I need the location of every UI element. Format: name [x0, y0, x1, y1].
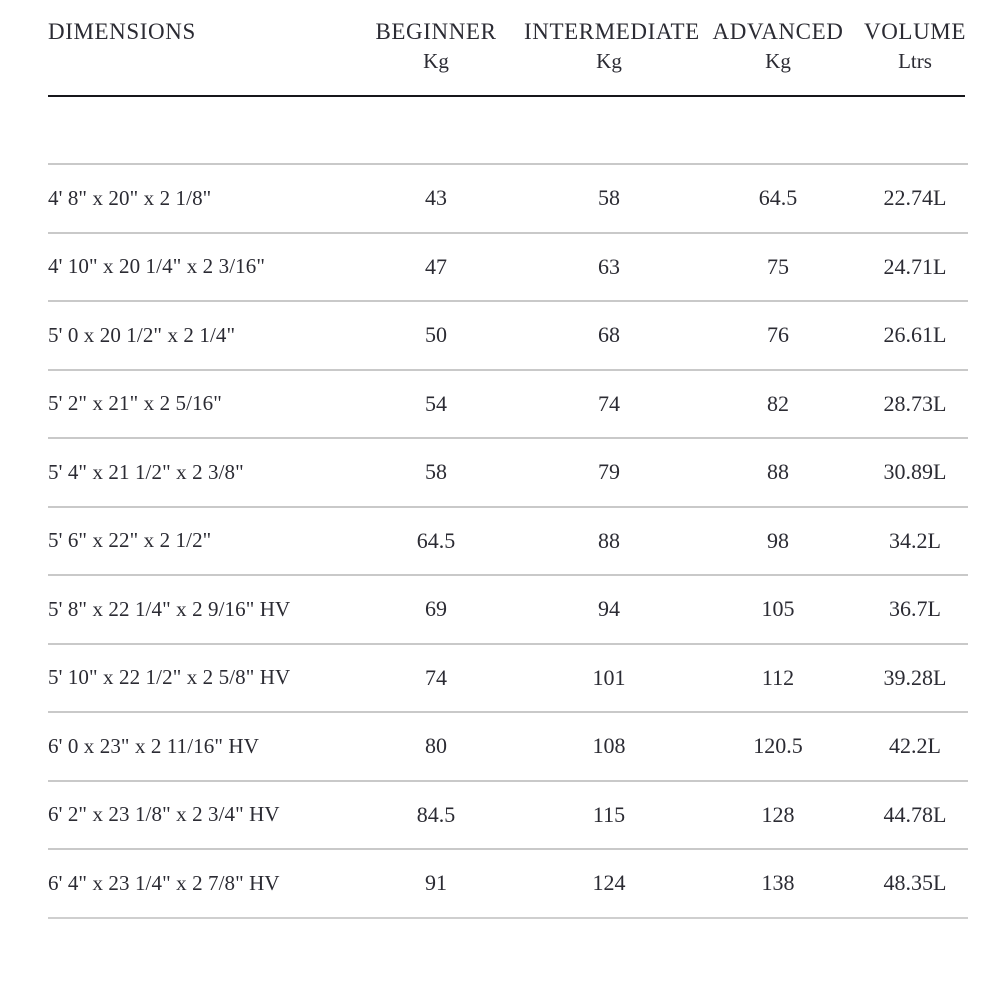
cell-beginner: 69	[425, 596, 447, 622]
cell-volume: 24.71L	[883, 253, 947, 279]
cell-dimensions: 5' 6" x 22" x 2 1/2"	[48, 528, 212, 553]
table-row: 6' 4" x 23 1/4" x 2 7/8" HV 91 124 138 48.35…	[48, 850, 968, 917]
cell-intermediate: 79	[598, 459, 620, 485]
cell-intermediate: 63	[598, 253, 620, 279]
cell-advanced: 112	[761, 664, 795, 690]
table-header: DIMENSIONS BEGINNER Kg INTERMEDIATE Kg A…	[48, 18, 968, 88]
column-header-volume-unit: Ltrs	[898, 49, 932, 73]
cell-intermediate: 108	[592, 733, 626, 759]
column-header-beginner-label: BEGINNER	[375, 19, 497, 44]
cell-beginner: 47	[425, 253, 447, 279]
column-header-advanced-label: ADVANCED	[712, 19, 844, 44]
row-divider	[48, 437, 968, 439]
cell-advanced: 98	[767, 527, 789, 553]
table-row: 4' 8" x 20" x 2 1/8" 43 58 64.5 22.74L	[48, 165, 968, 232]
cell-beginner: 54	[425, 390, 447, 416]
row-divider	[48, 848, 968, 850]
cell-dimensions: 5' 10" x 22 1/2" x 2 5/8" HV	[48, 665, 291, 690]
cell-advanced: 75	[767, 253, 789, 279]
cell-intermediate: 68	[598, 322, 620, 348]
column-header-dimensions-label: DIMENSIONS	[48, 19, 196, 44]
column-header-dimensions: DIMENSIONS	[48, 18, 348, 46]
row-divider	[48, 505, 968, 508]
cell-beginner: 43	[425, 185, 447, 211]
column-header-advanced-unit: Kg	[765, 49, 791, 73]
cell-beginner: 84.5	[416, 801, 456, 827]
cell-intermediate: 58	[598, 185, 620, 211]
column-header-advanced: ADVANCED Kg	[694, 18, 862, 76]
cell-intermediate: 74	[598, 390, 620, 416]
cell-intermediate: 94	[598, 596, 620, 622]
row-divider	[48, 368, 968, 371]
cell-beginner: 91	[425, 870, 447, 896]
cell-volume: 28.73L	[883, 390, 947, 416]
table-row: 5' 4" x 21 1/2" x 2 3/8" 58 79 88 30.89L	[48, 439, 968, 506]
cell-advanced: 105	[761, 596, 795, 622]
cell-dimensions: 5' 4" x 21 1/2" x 2 3/8"	[48, 459, 244, 484]
table-body: 4' 8" x 20" x 2 1/8" 43 58 64.5 22.74L 4' 10"…	[48, 163, 968, 937]
cell-advanced: 120.5	[753, 733, 803, 759]
column-header-beginner: BEGINNER Kg	[348, 18, 524, 76]
column-header-intermediate-unit: Kg	[596, 49, 622, 73]
cell-volume: 42.2L	[889, 733, 941, 759]
row-divider	[48, 574, 968, 576]
cell-dimensions: 5' 2" x 21" x 2 5/16"	[48, 391, 222, 416]
cell-volume: 30.89L	[883, 459, 947, 485]
clipped-row-fragment	[48, 919, 968, 937]
cell-advanced: 82	[767, 390, 789, 416]
cell-volume: 48.35L	[883, 870, 947, 896]
cell-intermediate: 124	[592, 870, 626, 896]
cell-dimensions: 4' 8" x 20" x 2 1/8"	[48, 185, 212, 210]
cell-intermediate: 88	[598, 527, 620, 553]
row-divider	[48, 779, 968, 782]
row-divider	[48, 300, 968, 302]
table-bottom-divider	[48, 916, 968, 919]
table-row: 6' 0 x 23" x 2 11/16" HV 80 108 120.5 42.2L	[48, 713, 968, 780]
header-rule	[48, 95, 965, 97]
column-header-intermediate: INTERMEDIATE Kg	[524, 18, 700, 76]
table-row: 5' 8" x 22 1/4" x 2 9/16" HV 69 94 105 36.7L	[48, 576, 968, 643]
row-divider	[48, 231, 968, 234]
cell-advanced: 88	[767, 459, 789, 485]
table-row: 5' 10" x 22 1/2" x 2 5/8" HV 74 101 112 39.2…	[48, 645, 968, 712]
cell-intermediate: 115	[592, 801, 626, 827]
row-divider	[48, 711, 968, 713]
cell-beginner: 64.5	[416, 527, 456, 553]
table-header-row: DIMENSIONS BEGINNER Kg INTERMEDIATE Kg A…	[48, 18, 968, 76]
cell-volume: 44.78L	[883, 801, 947, 827]
cell-dimensions: 6' 4" x 23 1/4" x 2 7/8" HV	[48, 870, 280, 895]
cell-dimensions: 5' 0 x 20 1/2" x 2 1/4"	[48, 322, 236, 347]
cell-volume: 26.61L	[883, 322, 947, 348]
column-header-volume-label: VOLUME	[864, 19, 966, 44]
cell-volume: 39.28L	[883, 664, 947, 690]
table-row: 5' 0 x 20 1/2" x 2 1/4" 50 68 76 26.61L	[48, 302, 968, 369]
row-divider	[48, 163, 968, 165]
column-header-volume: VOLUME Ltrs	[862, 18, 968, 76]
cell-advanced: 76	[767, 322, 789, 348]
cell-dimensions: 5' 8" x 22 1/4" x 2 9/16" HV	[48, 596, 291, 621]
cell-volume: 22.74L	[883, 185, 947, 211]
cell-dimensions: 6' 0 x 23" x 2 11/16" HV	[48, 733, 259, 758]
table-row: 5' 6" x 22" x 2 1/2" 64.5 88 98 34.2L	[48, 508, 968, 575]
column-header-intermediate-label: INTERMEDIATE	[524, 19, 700, 44]
cell-dimensions: 4' 10" x 20 1/4" x 2 3/16"	[48, 254, 266, 279]
column-header-beginner-unit: Kg	[423, 49, 449, 73]
cell-beginner: 80	[425, 733, 447, 759]
table-row: 6' 2" x 23 1/8" x 2 3/4" HV 84.5 115 128 44.…	[48, 782, 968, 849]
cell-advanced: 64.5	[758, 185, 798, 211]
cell-volume: 36.7L	[889, 596, 941, 622]
cell-beginner: 58	[425, 459, 447, 485]
cell-beginner: 74	[425, 664, 447, 690]
cell-beginner: 50	[425, 322, 447, 348]
table-row: 5' 2" x 21" x 2 5/16" 54 74 82 28.73L	[48, 371, 968, 438]
cell-advanced: 138	[761, 870, 795, 896]
cell-intermediate: 101	[592, 664, 626, 690]
cell-volume: 34.2L	[889, 527, 941, 553]
table-row: 4' 10" x 20 1/4" x 2 3/16" 47 63 75 24.71L	[48, 234, 968, 301]
cell-advanced: 128	[761, 801, 795, 827]
cell-dimensions: 6' 2" x 23 1/8" x 2 3/4" HV	[48, 802, 280, 827]
row-divider	[48, 642, 968, 645]
